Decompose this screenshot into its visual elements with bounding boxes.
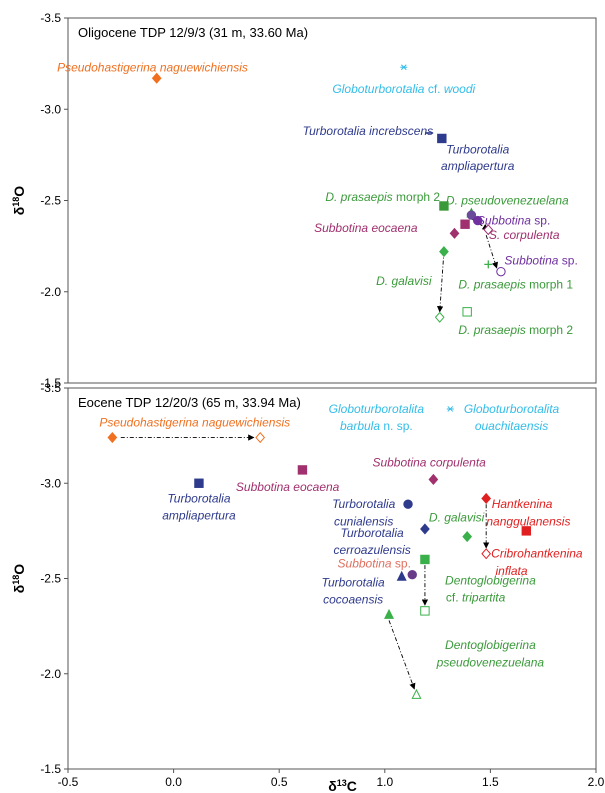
- data-point: [434, 311, 445, 323]
- data-point: [420, 554, 430, 565]
- y-tick-label: -3.0: [40, 102, 61, 116]
- x-tick-label: 0.0: [165, 775, 182, 789]
- species-label: ouachitaensis: [475, 419, 548, 433]
- data-point: [462, 307, 472, 317]
- species-label: Subbotina sp.: [504, 254, 577, 268]
- y-tick-label: -3.0: [40, 476, 61, 490]
- y-tick-label: -2.5: [40, 194, 61, 208]
- species-label: Subbotina sp.: [477, 214, 550, 228]
- species-label: ampliapertura: [441, 159, 515, 173]
- data-point: [420, 523, 430, 535]
- species-label: D. prasaepis morph 1: [458, 277, 573, 291]
- y-tick-label: -3.5: [40, 381, 61, 395]
- data-point: [107, 431, 118, 444]
- species-label: cerroazulensis: [333, 543, 410, 557]
- data-point: [411, 688, 422, 699]
- shift-arrow: [485, 235, 498, 269]
- species-label: Hantkenina: [492, 497, 553, 511]
- species-label: Subbotina eocaena: [236, 480, 340, 494]
- species-label: Turborotalia: [167, 491, 230, 505]
- y-axis-label: δ18O: [11, 186, 27, 216]
- species-label: cf. tripartita: [446, 591, 506, 605]
- eocene-panel: -3.5 -3.0 -2.5 -2.0 -1.5 Eocene TDP 12/20/3 (…: [11, 381, 597, 776]
- species-label: Cribrohantkenina: [491, 547, 583, 561]
- species-label: Globoturborotalita: [329, 402, 425, 416]
- y-tick-label: -3.5: [40, 11, 61, 25]
- species-label: D. pseudovenezuelana: [446, 194, 569, 208]
- panel-title: Oligocene TDP 12/9/3 (31 m, 33.60 Ma): [78, 25, 308, 40]
- species-label: Dentoglobigerina: [445, 638, 536, 652]
- species-label: cunialensis: [334, 514, 393, 528]
- data-point: [297, 465, 308, 475]
- data-point: [466, 210, 477, 220]
- x-tick-label: 0.5: [271, 775, 288, 789]
- species-label: pseudovenezuelana: [436, 655, 545, 669]
- species-label: Pseudohastigerina naguewichiensis: [99, 415, 290, 429]
- data-point: [437, 133, 447, 144]
- data-point: [255, 431, 266, 444]
- y-axis-label: δ18O: [11, 564, 27, 594]
- x-tick-label: 1.5: [482, 775, 499, 789]
- data-point: [151, 72, 162, 84]
- panel-title: Eocene TDP 12/20/3 (65 m, 33.94 Ma): [78, 395, 301, 410]
- y-tick-label: -1.5: [40, 376, 61, 390]
- data-point: [481, 492, 492, 505]
- species-label: Dentoglobigerina: [445, 573, 536, 587]
- species-label: nanggulanensis: [486, 514, 570, 528]
- species-label: ampliapertura: [162, 509, 236, 523]
- y-tick-label: -2.0: [40, 667, 61, 681]
- x-axis: -0.5 0.0 0.5 1.0 1.5 2.0: [58, 769, 605, 789]
- data-point: [521, 526, 532, 536]
- data-point: [496, 266, 506, 277]
- data-point: [420, 606, 430, 616]
- data-point: [484, 260, 493, 269]
- data-point: [473, 215, 483, 226]
- species-label: Turborotalia: [332, 497, 395, 511]
- species-label: Pseudohastigerina naguewichiensis: [57, 60, 248, 74]
- oligocene-panel: -3.5 -3.0 -2.5 -2.0 -1.5 Oligocene TDP 12/9/3…: [11, 11, 597, 390]
- shift-arrow: [388, 620, 416, 690]
- species-label: Turborotalia: [446, 142, 509, 156]
- species-label: inflata: [496, 564, 528, 578]
- data-point: [428, 473, 439, 485]
- data-point: [439, 201, 449, 211]
- species-label: D. galavisi: [429, 511, 485, 525]
- data-point: [446, 406, 454, 412]
- data-point: [403, 499, 413, 509]
- x-tick-label: 1.0: [376, 775, 393, 789]
- data-point: [194, 478, 204, 488]
- y-tick-label: -1.5: [40, 762, 61, 776]
- species-label: Globoturborotalia cf. woodi: [332, 82, 475, 96]
- species-label: D. prasaepis morph 2: [325, 190, 440, 204]
- species-label: Turborotalia increbscens: [303, 124, 434, 138]
- x-axis-label: δ13C: [328, 778, 357, 793]
- shift-arrow: [436, 251, 445, 313]
- data-point: [481, 548, 492, 560]
- data-point: [439, 246, 449, 258]
- species-label: Subbotina eocaena: [314, 221, 418, 235]
- data-point: [407, 569, 417, 580]
- species-label: Globoturborotalita: [464, 402, 560, 416]
- data-point: [460, 219, 470, 229]
- data-point: [396, 570, 407, 581]
- data-point: [483, 224, 494, 236]
- species-label: Subbotina corpulenta: [372, 455, 486, 469]
- y-tick-label: -2.0: [40, 285, 61, 299]
- species-label: Turborotalia: [322, 575, 385, 589]
- species-label: barbula n. sp.: [340, 419, 413, 433]
- species-label: Turborotalia: [341, 526, 404, 540]
- species-label: D. galavisi: [376, 274, 432, 288]
- species-label: cocoaensis: [323, 592, 383, 606]
- x-tick-label: -0.5: [58, 775, 79, 789]
- y-tick-label: -2.5: [40, 572, 61, 586]
- species-label: D. prasaepis morph 2: [458, 323, 573, 337]
- species-label: Subbotina sp.: [338, 556, 411, 570]
- species-label: S. corpulenta: [489, 228, 560, 242]
- data-point: [462, 531, 473, 543]
- data-point: [449, 227, 460, 239]
- data-point: [384, 608, 395, 619]
- x-tick-label: 2.0: [588, 775, 605, 789]
- data-point: [400, 64, 408, 71]
